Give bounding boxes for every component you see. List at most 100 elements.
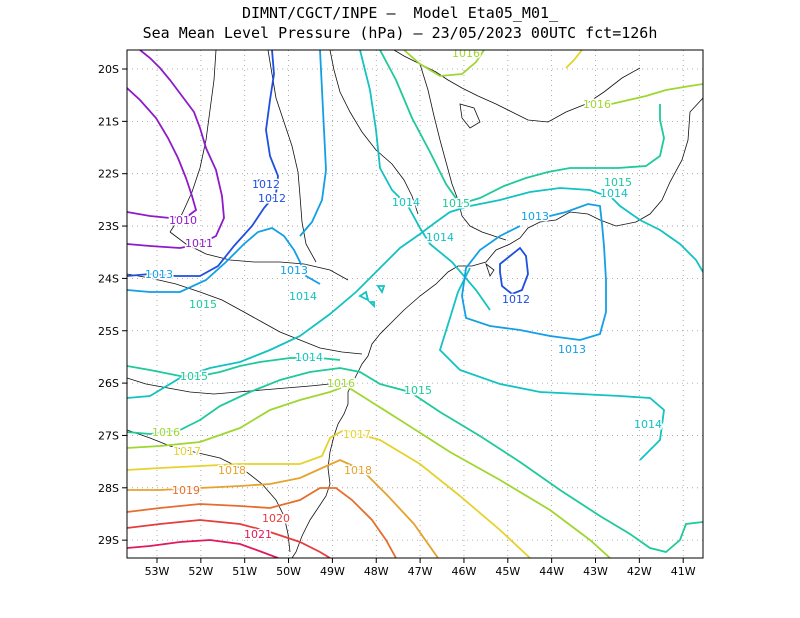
lon-tick-label: 52W bbox=[188, 565, 213, 578]
latitude-axis: 20S 21S 22S 23S 24S 25S 26S 27S 28S 29S bbox=[98, 63, 127, 547]
isobar-1013-north bbox=[299, 50, 327, 237]
isobar-1020 bbox=[127, 519, 331, 558]
state-border-i bbox=[127, 429, 291, 553]
isobars bbox=[127, 50, 703, 558]
lon-tick-label: 48W bbox=[364, 565, 389, 578]
isobar-1016-north bbox=[403, 50, 485, 77]
contour-label: 1015 bbox=[442, 197, 470, 210]
isobar-1015-west bbox=[127, 357, 341, 377]
contour-label: 1012 bbox=[252, 178, 280, 191]
contour-label: 1018 bbox=[344, 464, 372, 477]
isobar-1010 bbox=[127, 87, 198, 219]
island bbox=[459, 103, 481, 129]
isobar-1015-north bbox=[379, 50, 665, 206]
contour-label: 1013 bbox=[558, 343, 586, 356]
isobar-1014-north bbox=[359, 50, 491, 311]
lon-tick-label: 45W bbox=[495, 565, 520, 578]
isobar-1015 bbox=[127, 367, 703, 553]
plot-frame bbox=[126, 49, 704, 559]
isobar-1021 bbox=[127, 539, 279, 558]
lon-tick-label: 53W bbox=[145, 565, 170, 578]
isobar-1017-north bbox=[565, 50, 583, 69]
isobar-1016 bbox=[127, 385, 611, 558]
lat-tick-label: 26S bbox=[98, 377, 119, 390]
lat-tick-label: 28S bbox=[98, 482, 119, 495]
lat-tick-label: 25S bbox=[98, 325, 119, 338]
contour-label: 1013 bbox=[145, 268, 173, 281]
islets bbox=[358, 285, 386, 309]
isobar-1019 bbox=[127, 487, 397, 558]
contour-label: 1015 bbox=[404, 384, 432, 397]
lat-tick-label: 24S bbox=[98, 272, 119, 285]
contour-label: 1021 bbox=[244, 528, 272, 541]
contour-label: 1016 bbox=[452, 47, 480, 60]
lat-tick-label: 27S bbox=[98, 429, 119, 442]
contour-label: 1013 bbox=[521, 210, 549, 223]
contour-label: 1013 bbox=[280, 264, 308, 277]
map-title-line-2: Sea Mean Level Pressure (hPa) – 23/05/20… bbox=[142, 24, 658, 42]
state-border-h bbox=[127, 377, 352, 395]
state-border-a bbox=[393, 50, 641, 123]
isobar-1014 bbox=[127, 187, 703, 399]
lon-tick-label: 41W bbox=[671, 565, 696, 578]
lat-tick-label: 29S bbox=[98, 534, 119, 547]
lon-tick-label: 50W bbox=[276, 565, 301, 578]
lat-tick-label: 20S bbox=[98, 63, 119, 76]
map-content: 1016101610151014101510141014101310121012… bbox=[127, 47, 703, 558]
state-border-d bbox=[267, 50, 317, 263]
contour-label: 1017 bbox=[173, 445, 201, 458]
contour-label: 1018 bbox=[218, 464, 246, 477]
contour-label: 1014 bbox=[426, 231, 454, 244]
isobar-1018 bbox=[127, 459, 439, 558]
contour-label: 1015 bbox=[180, 370, 208, 383]
contour-label: 1017 bbox=[343, 428, 371, 441]
lon-tick-label: 46W bbox=[452, 565, 477, 578]
contour-label: 1014 bbox=[295, 351, 323, 364]
coastline-and-borders bbox=[127, 50, 703, 558]
isobar-1013-east bbox=[461, 203, 607, 341]
contour-label: 1019 bbox=[172, 484, 200, 497]
contour-label: 1010 bbox=[169, 214, 197, 227]
lat-lon-grid bbox=[127, 50, 703, 558]
contour-label: 1012 bbox=[502, 293, 530, 306]
lon-tick-label: 43W bbox=[583, 565, 608, 578]
contour-label: 1020 bbox=[262, 512, 290, 525]
state-border-b bbox=[419, 63, 507, 241]
contour-label: 1014 bbox=[392, 196, 420, 209]
isobar-1014-east bbox=[438, 267, 665, 461]
lon-tick-label: 49W bbox=[320, 565, 345, 578]
map-title-line-1: DIMNT/CGCT/INPE – Model Eta05_M01_ bbox=[241, 4, 559, 22]
lat-tick-label: 22S bbox=[98, 168, 119, 181]
contour-label: 1016 bbox=[583, 98, 611, 111]
longitude-axis: 53W 52W 51W 50W 49W 48W 47W 46W 45W 44W 43W 42W 41W bbox=[145, 558, 696, 578]
isobar-1011 bbox=[127, 50, 225, 249]
state-border-g bbox=[127, 273, 363, 355]
lat-tick-label: 21S bbox=[98, 115, 119, 128]
state-border-e bbox=[169, 50, 217, 233]
isobar-1012 bbox=[127, 50, 279, 277]
lon-tick-label: 51W bbox=[232, 565, 257, 578]
contour-label: 1011 bbox=[185, 237, 213, 250]
coastline bbox=[291, 97, 703, 558]
island bbox=[485, 262, 495, 277]
state-border-c bbox=[329, 50, 419, 215]
isobar-1012-small bbox=[252, 178, 264, 190]
isobar-1012-east bbox=[499, 246, 529, 296]
isobar-1017 bbox=[127, 429, 531, 558]
state-border-f bbox=[169, 231, 349, 281]
contour-labels: 1016101610151014101510141014101310121012… bbox=[144, 47, 664, 543]
lon-tick-label: 44W bbox=[539, 565, 564, 578]
contour-label: 1012 bbox=[258, 192, 286, 205]
contour-label: 1014 bbox=[600, 187, 628, 200]
contour-label: 1015 bbox=[604, 176, 632, 189]
lon-tick-label: 47W bbox=[408, 565, 433, 578]
contour-label: 1014 bbox=[289, 290, 317, 303]
contour-label: 1016 bbox=[327, 377, 355, 390]
lat-tick-label: 23S bbox=[98, 220, 119, 233]
isobar-1013 bbox=[127, 227, 321, 293]
isobar-1016-northeast bbox=[593, 83, 703, 109]
contour-label: 1016 bbox=[152, 426, 180, 439]
lon-tick-label: 42W bbox=[627, 565, 652, 578]
